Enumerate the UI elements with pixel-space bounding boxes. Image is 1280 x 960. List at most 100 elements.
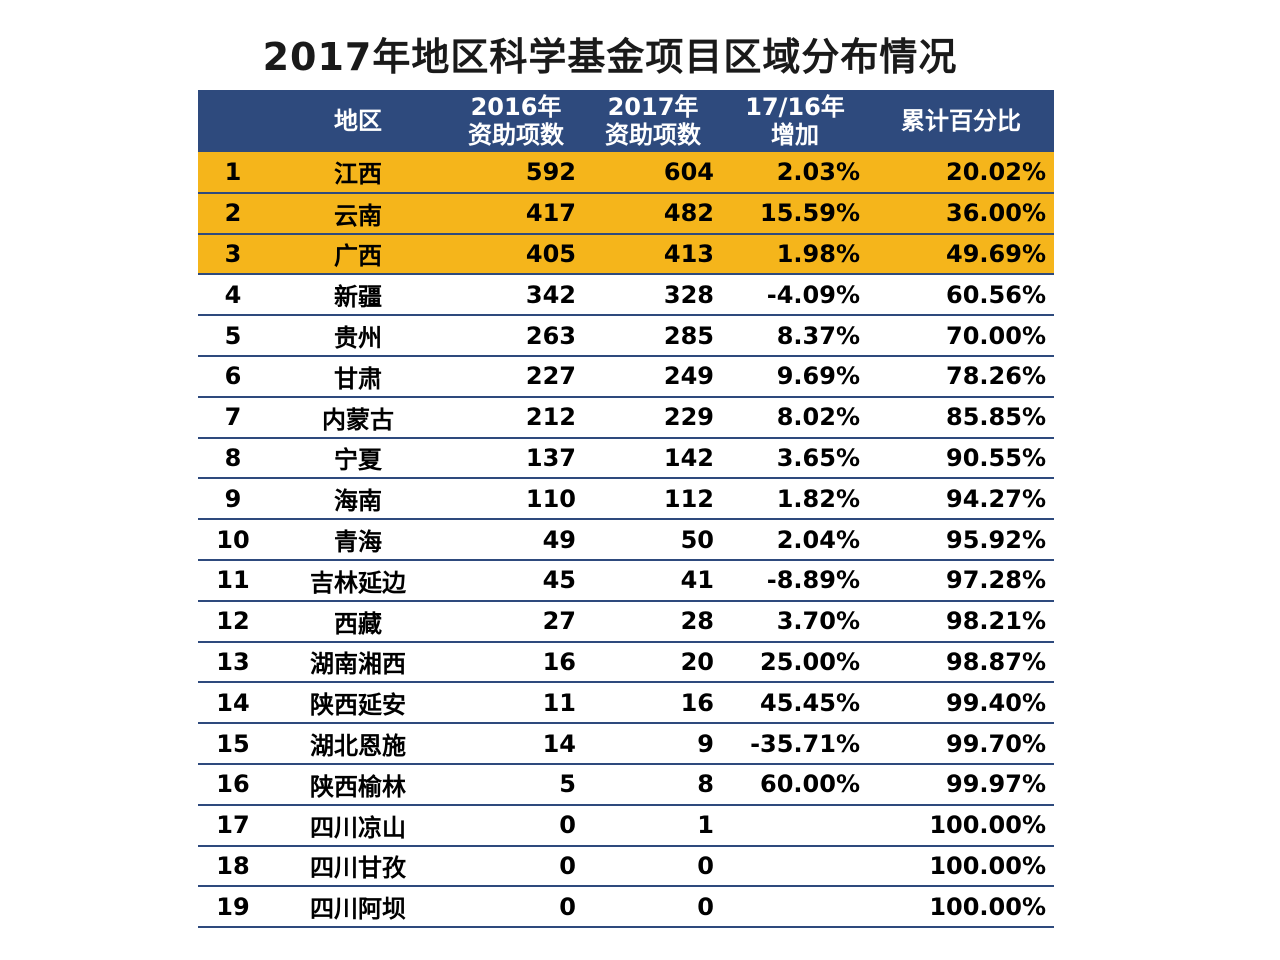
cell-cumulative: 99.40% <box>868 682 1054 725</box>
cell-increase <box>722 804 868 847</box>
cell-increase <box>722 845 868 888</box>
cell-2017: 229 <box>584 396 722 439</box>
cell-2016: 0 <box>448 845 584 888</box>
cell-2017: 112 <box>584 478 722 521</box>
table-row: 2 云南 417 482 15.59% 36.00% <box>198 192 1054 235</box>
cell-cumulative: 100.00% <box>868 804 1054 847</box>
cell-increase: 2.04% <box>722 519 868 561</box>
cell-increase: -35.71% <box>722 723 868 765</box>
cell-increase: 25.00% <box>722 641 868 684</box>
cell-2017: 413 <box>584 233 722 276</box>
cell-cumulative: 36.00% <box>868 192 1054 235</box>
cell-region: 四川阿坝 <box>268 886 448 929</box>
cell-rank: 12 <box>198 600 268 643</box>
header-2017: 2017年 资助项数 <box>584 90 722 152</box>
header-increase: 17/16年 增加 <box>722 90 868 152</box>
cell-increase: 9.69% <box>722 355 868 398</box>
cell-cumulative: 94.27% <box>868 478 1054 521</box>
cell-rank: 10 <box>198 519 268 561</box>
cell-2016: 263 <box>448 315 584 357</box>
cell-2016: 49 <box>448 519 584 561</box>
cell-cumulative: 100.00% <box>868 845 1054 888</box>
cell-increase: 8.37% <box>722 315 868 357</box>
cell-2016: 27 <box>448 600 584 643</box>
header-2016: 2016年 资助项数 <box>448 90 584 152</box>
header-2017-line1: 2017年 <box>607 93 699 121</box>
cell-2016: 110 <box>448 478 584 521</box>
header-2016-line1: 2016年 <box>470 93 562 121</box>
cell-increase: -4.09% <box>722 274 868 317</box>
cell-2017: 142 <box>584 437 722 480</box>
cell-increase: 3.65% <box>722 437 868 480</box>
cell-cumulative: 98.21% <box>868 600 1054 643</box>
cell-cumulative: 49.69% <box>868 233 1054 276</box>
cell-2016: 405 <box>448 233 584 276</box>
header-2017-line2: 资助项数 <box>605 121 701 149</box>
cell-2016: 16 <box>448 641 584 684</box>
header-2016-line2: 资助项数 <box>468 121 564 149</box>
cell-region: 四川甘孜 <box>268 845 448 888</box>
header-region: 地区 <box>334 107 382 135</box>
cell-region: 广西 <box>268 233 448 276</box>
table-row: 7 内蒙古 212 229 8.02% 85.85% <box>198 396 1054 439</box>
cell-2016: 342 <box>448 274 584 317</box>
cell-2017: 249 <box>584 355 722 398</box>
table-row: 17 四川凉山 0 1 100.00% <box>198 804 1054 847</box>
cell-increase: 45.45% <box>722 682 868 725</box>
chart-title: 2017年地区科学基金项目区域分布情况 <box>262 35 958 79</box>
cell-increase <box>722 886 868 929</box>
cell-cumulative: 100.00% <box>868 886 1054 929</box>
cell-cumulative: 95.92% <box>868 519 1054 561</box>
cell-cumulative: 97.28% <box>868 559 1054 602</box>
cell-region: 吉林延边 <box>268 559 448 602</box>
table-row: 1 江西 592 604 2.03% 20.02% <box>198 152 1054 194</box>
table-row: 5 贵州 263 285 8.37% 70.00% <box>198 315 1054 357</box>
header-rank <box>198 90 268 152</box>
cell-2016: 227 <box>448 355 584 398</box>
cell-rank: 17 <box>198 804 268 847</box>
header-increase-line2: 增加 <box>771 121 819 149</box>
table-row: 16 陕西榆林 5 8 60.00% 99.97% <box>198 763 1054 806</box>
cell-2017: 0 <box>584 845 722 888</box>
cell-region: 湖南湘西 <box>268 641 448 684</box>
data-table: 地区 2016年 资助项数 2017年 资助项数 17/16年 增加 累计百分比… <box>198 90 1054 929</box>
cell-rank: 4 <box>198 274 268 317</box>
cell-increase: 60.00% <box>722 763 868 806</box>
table-row: 18 四川甘孜 0 0 100.00% <box>198 845 1054 888</box>
table-row: 6 甘肃 227 249 9.69% 78.26% <box>198 355 1054 398</box>
cell-region: 海南 <box>268 478 448 521</box>
table-row: 15 湖北恩施 14 9 -35.71% 99.70% <box>198 723 1054 765</box>
cell-region: 甘肃 <box>268 355 448 398</box>
cell-2017: 482 <box>584 192 722 235</box>
cell-2017: 285 <box>584 315 722 357</box>
cell-rank: 3 <box>198 233 268 276</box>
cell-rank: 18 <box>198 845 268 888</box>
cell-increase: -8.89% <box>722 559 868 602</box>
cell-2017: 0 <box>584 886 722 929</box>
table-row: 4 新疆 342 328 -4.09% 60.56% <box>198 274 1054 317</box>
cell-cumulative: 78.26% <box>868 355 1054 398</box>
table-row: 3 广西 405 413 1.98% 49.69% <box>198 233 1054 276</box>
cell-2016: 14 <box>448 723 584 765</box>
cell-increase: 1.98% <box>722 233 868 276</box>
cell-2017: 20 <box>584 641 722 684</box>
cell-region: 新疆 <box>268 274 448 317</box>
cell-cumulative: 99.97% <box>868 763 1054 806</box>
cell-region: 青海 <box>268 519 448 561</box>
cell-cumulative: 98.87% <box>868 641 1054 684</box>
cell-region: 四川凉山 <box>268 804 448 847</box>
table-body: 1 江西 592 604 2.03% 20.02% 2 云南 417 482 15.59% 36.00… <box>198 152 1054 929</box>
cell-2016: 212 <box>448 396 584 439</box>
cell-2017: 9 <box>584 723 722 765</box>
cell-2017: 604 <box>584 152 722 194</box>
cell-rank: 6 <box>198 355 268 398</box>
cell-rank: 9 <box>198 478 268 521</box>
cell-2017: 28 <box>584 600 722 643</box>
cell-rank: 15 <box>198 723 268 765</box>
cell-2016: 417 <box>448 192 584 235</box>
table-row: 9 海南 110 112 1.82% 94.27% <box>198 478 1054 521</box>
cell-region: 陕西延安 <box>268 682 448 725</box>
header-row: 地区 2016年 资助项数 2017年 资助项数 17/16年 增加 累计百分比 <box>198 90 1054 152</box>
cell-cumulative: 70.00% <box>868 315 1054 357</box>
cell-rank: 11 <box>198 559 268 602</box>
